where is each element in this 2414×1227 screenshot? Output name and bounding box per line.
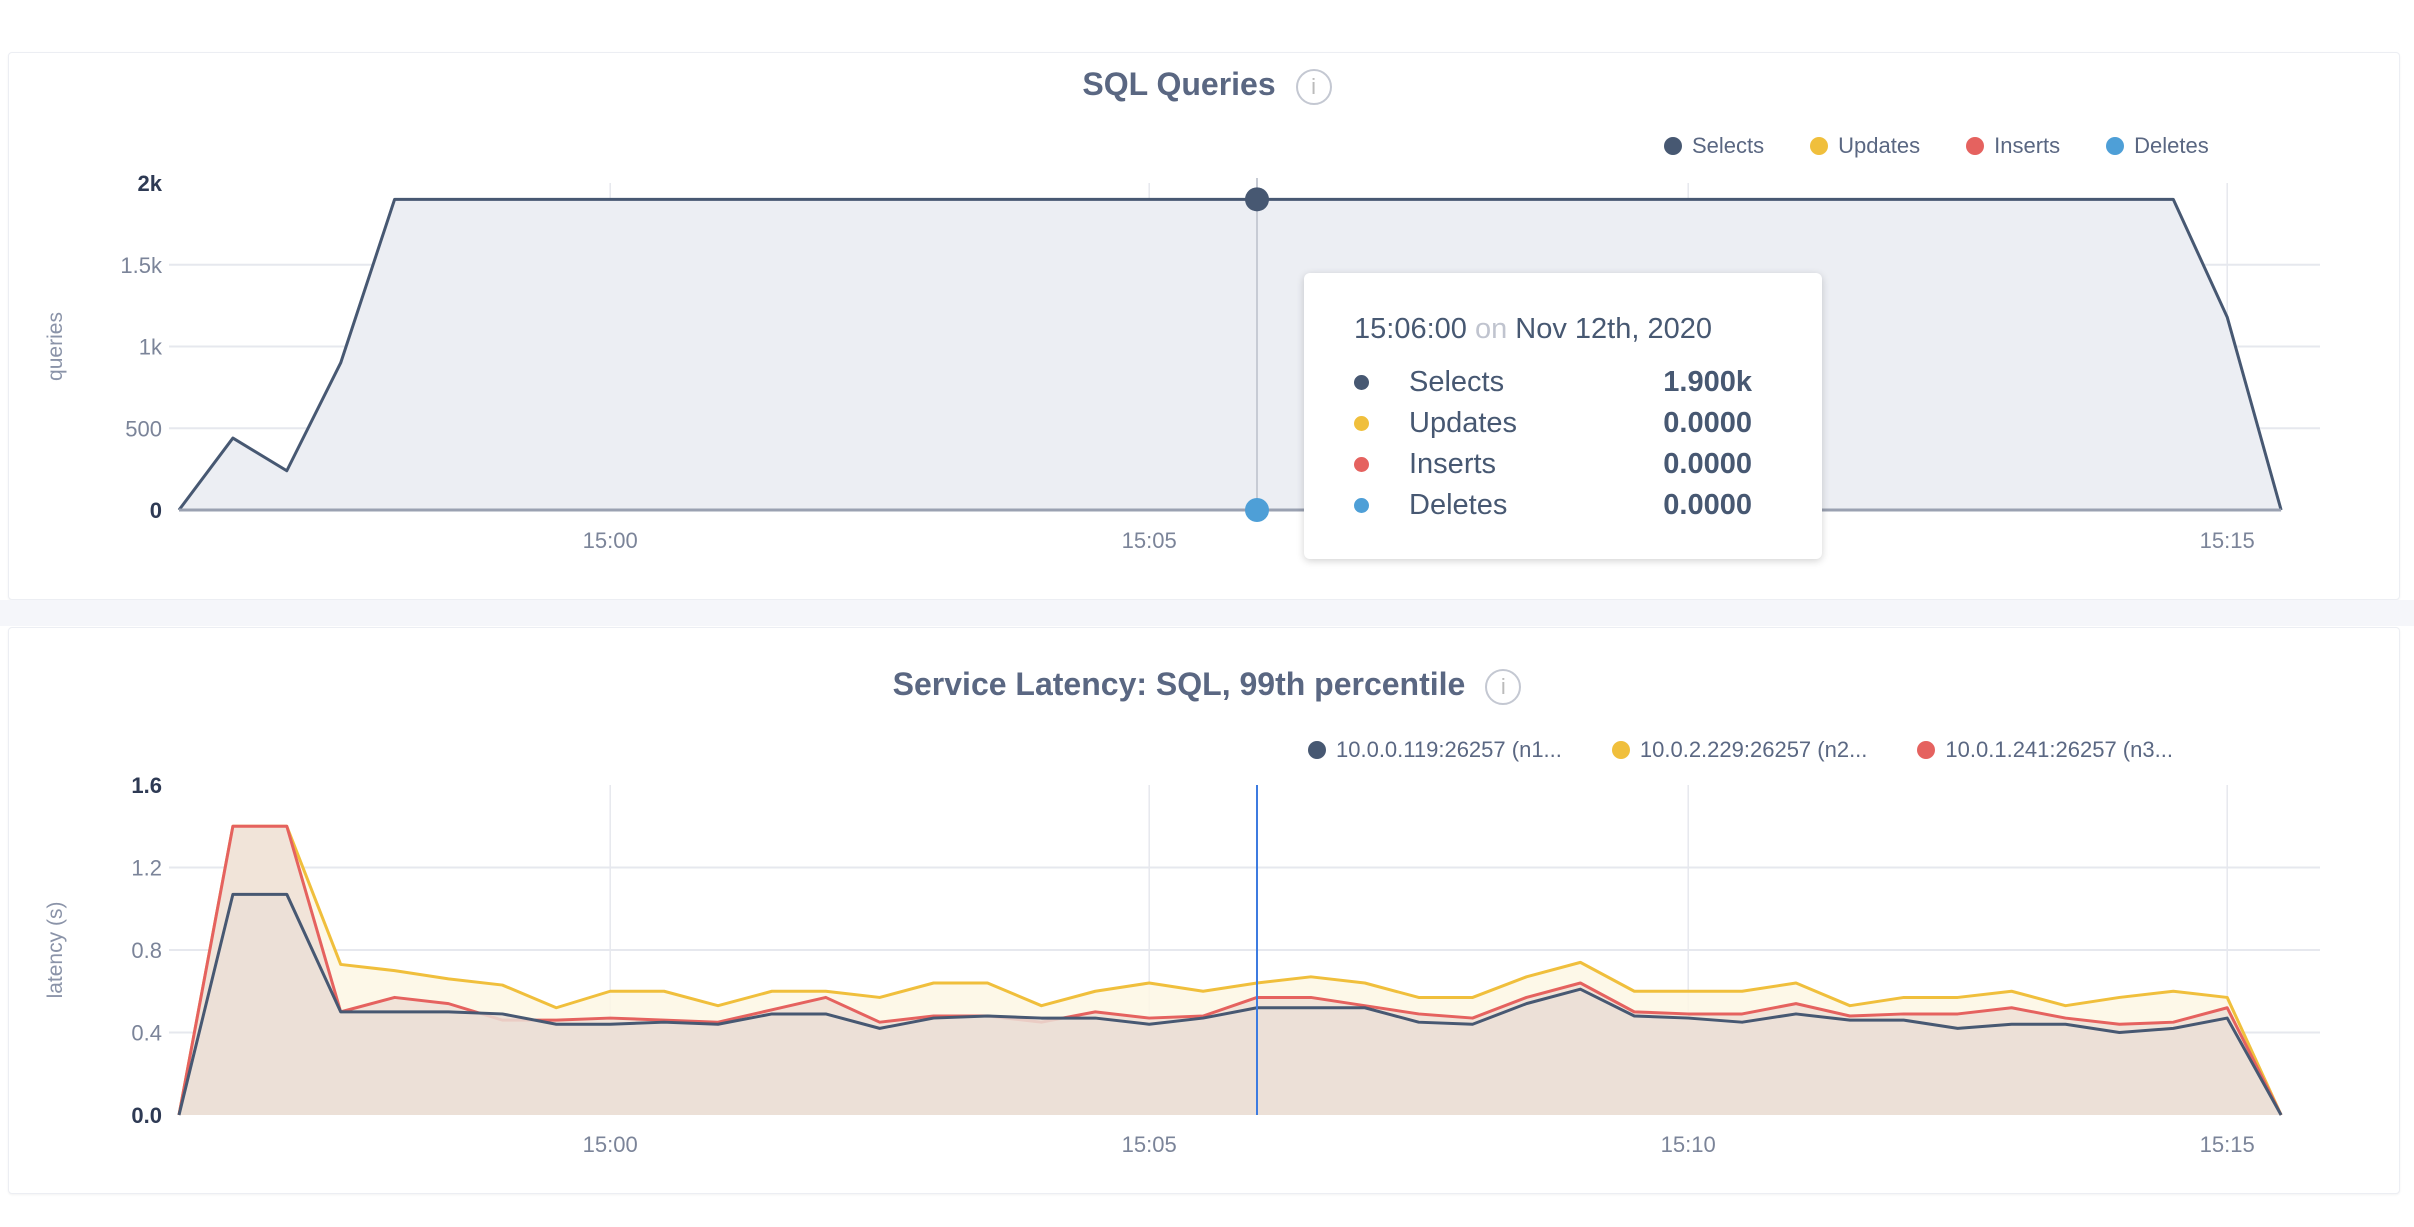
y-tick-label: 0.8 — [131, 938, 162, 963]
legend-item-n3[interactable]: 10.0.1.241:26257 (n3... — [1917, 737, 2173, 763]
service-latency-legend: 10.0.0.119:26257 (n1... 10.0.2.229:26257… — [1308, 737, 2173, 763]
y-tick-label: 0 — [150, 498, 162, 523]
legend-dot — [1308, 741, 1326, 759]
legend-item-n1[interactable]: 10.0.0.119:26257 (n1... — [1308, 737, 1562, 763]
series-line-10-0-0-119-26257-n1 — [177, 892, 2283, 1116]
sql-queries-legend: Selects Updates Inserts Deletes — [1664, 133, 2209, 159]
x-tick-label: 15:00 — [583, 1132, 638, 1157]
y-tick-label: 1.6 — [131, 773, 162, 798]
legend-item-updates[interactable]: Updates — [1810, 133, 1920, 159]
y-tick-label: 1.2 — [131, 856, 162, 881]
series-area-selects — [179, 199, 2282, 510]
legend-dot — [1917, 741, 1936, 759]
x-tick-label: 15:05 — [1122, 1132, 1177, 1157]
tooltip-row-inserts: Inserts 0.0000 — [1354, 444, 1752, 485]
y-tick-label: 1k — [139, 335, 163, 360]
series-line-selects — [177, 197, 2283, 511]
y-tick-label: 0.0 — [131, 1103, 162, 1128]
legend-dot — [1611, 741, 1630, 759]
legend-item-inserts[interactable]: Inserts — [1966, 133, 2060, 159]
legend-dot — [1966, 137, 1985, 155]
y-tick-label: 500 — [125, 416, 162, 441]
tooltip-row-updates: Updates 0.0000 — [1354, 403, 1752, 444]
x-tick-label: 15:05 — [1122, 528, 1177, 553]
series-dot — [1354, 416, 1369, 431]
info-icon[interactable]: i — [1485, 668, 1522, 705]
service-latency-title: Service Latency: SQL, 99th percentile i — [0, 666, 2414, 705]
series-area-10-0-0-119-26257-n1 — [179, 894, 2282, 1115]
y-tick-label: 0.4 — [131, 1021, 162, 1046]
series-dot — [1354, 375, 1369, 390]
series-line-10-0-2-229-26257-n2 — [177, 824, 2283, 1116]
y-axis-label: latency (s) — [44, 902, 67, 999]
tooltip-row-deletes: Deletes 0.0000 — [1354, 485, 1752, 526]
tooltip-row-selects: Selects 1.900k — [1354, 362, 1752, 403]
y-tick-label: 2k — [138, 171, 163, 196]
service-latency-chart: 0.0 0.4 0.8 1.2 1.6 15:00 15:05 15:10 15:15 laten… — [44, 773, 2320, 1157]
legend-item-deletes[interactable]: Deletes — [2106, 133, 2209, 159]
hover-tooltip: 15:06:00 on Nov 12th, 2020 Selects 1.900k… — [1304, 273, 1822, 559]
y-tick-label: 1.5k — [120, 253, 163, 278]
series-dot — [1354, 498, 1369, 513]
x-tick-label: 15:15 — [2200, 528, 2255, 553]
hover-point-selects — [1245, 187, 1269, 212]
hover-point-deletes — [1245, 498, 1269, 522]
x-tick-label: 15:10 — [1661, 1132, 1716, 1157]
legend-item-n2[interactable]: 10.0.2.229:26257 (n2... — [1611, 737, 1867, 763]
legend-item-selects[interactable]: Selects — [1664, 133, 1764, 159]
x-tick-label: 15:00 — [583, 528, 638, 553]
legend-dot — [1810, 137, 1829, 155]
sql-queries-title: SQL Queries i — [0, 66, 2414, 105]
legend-dot — [2106, 137, 2125, 155]
series-dot — [1354, 457, 1369, 472]
info-icon[interactable]: i — [1295, 68, 1332, 105]
tooltip-header: 15:06:00 on Nov 12th, 2020 — [1354, 313, 1712, 345]
x-tick-label: 15:15 — [2200, 1132, 2255, 1157]
legend-dot — [1664, 137, 1682, 155]
y-axis-label: queries — [44, 312, 67, 381]
card-separator — [0, 600, 2414, 626]
